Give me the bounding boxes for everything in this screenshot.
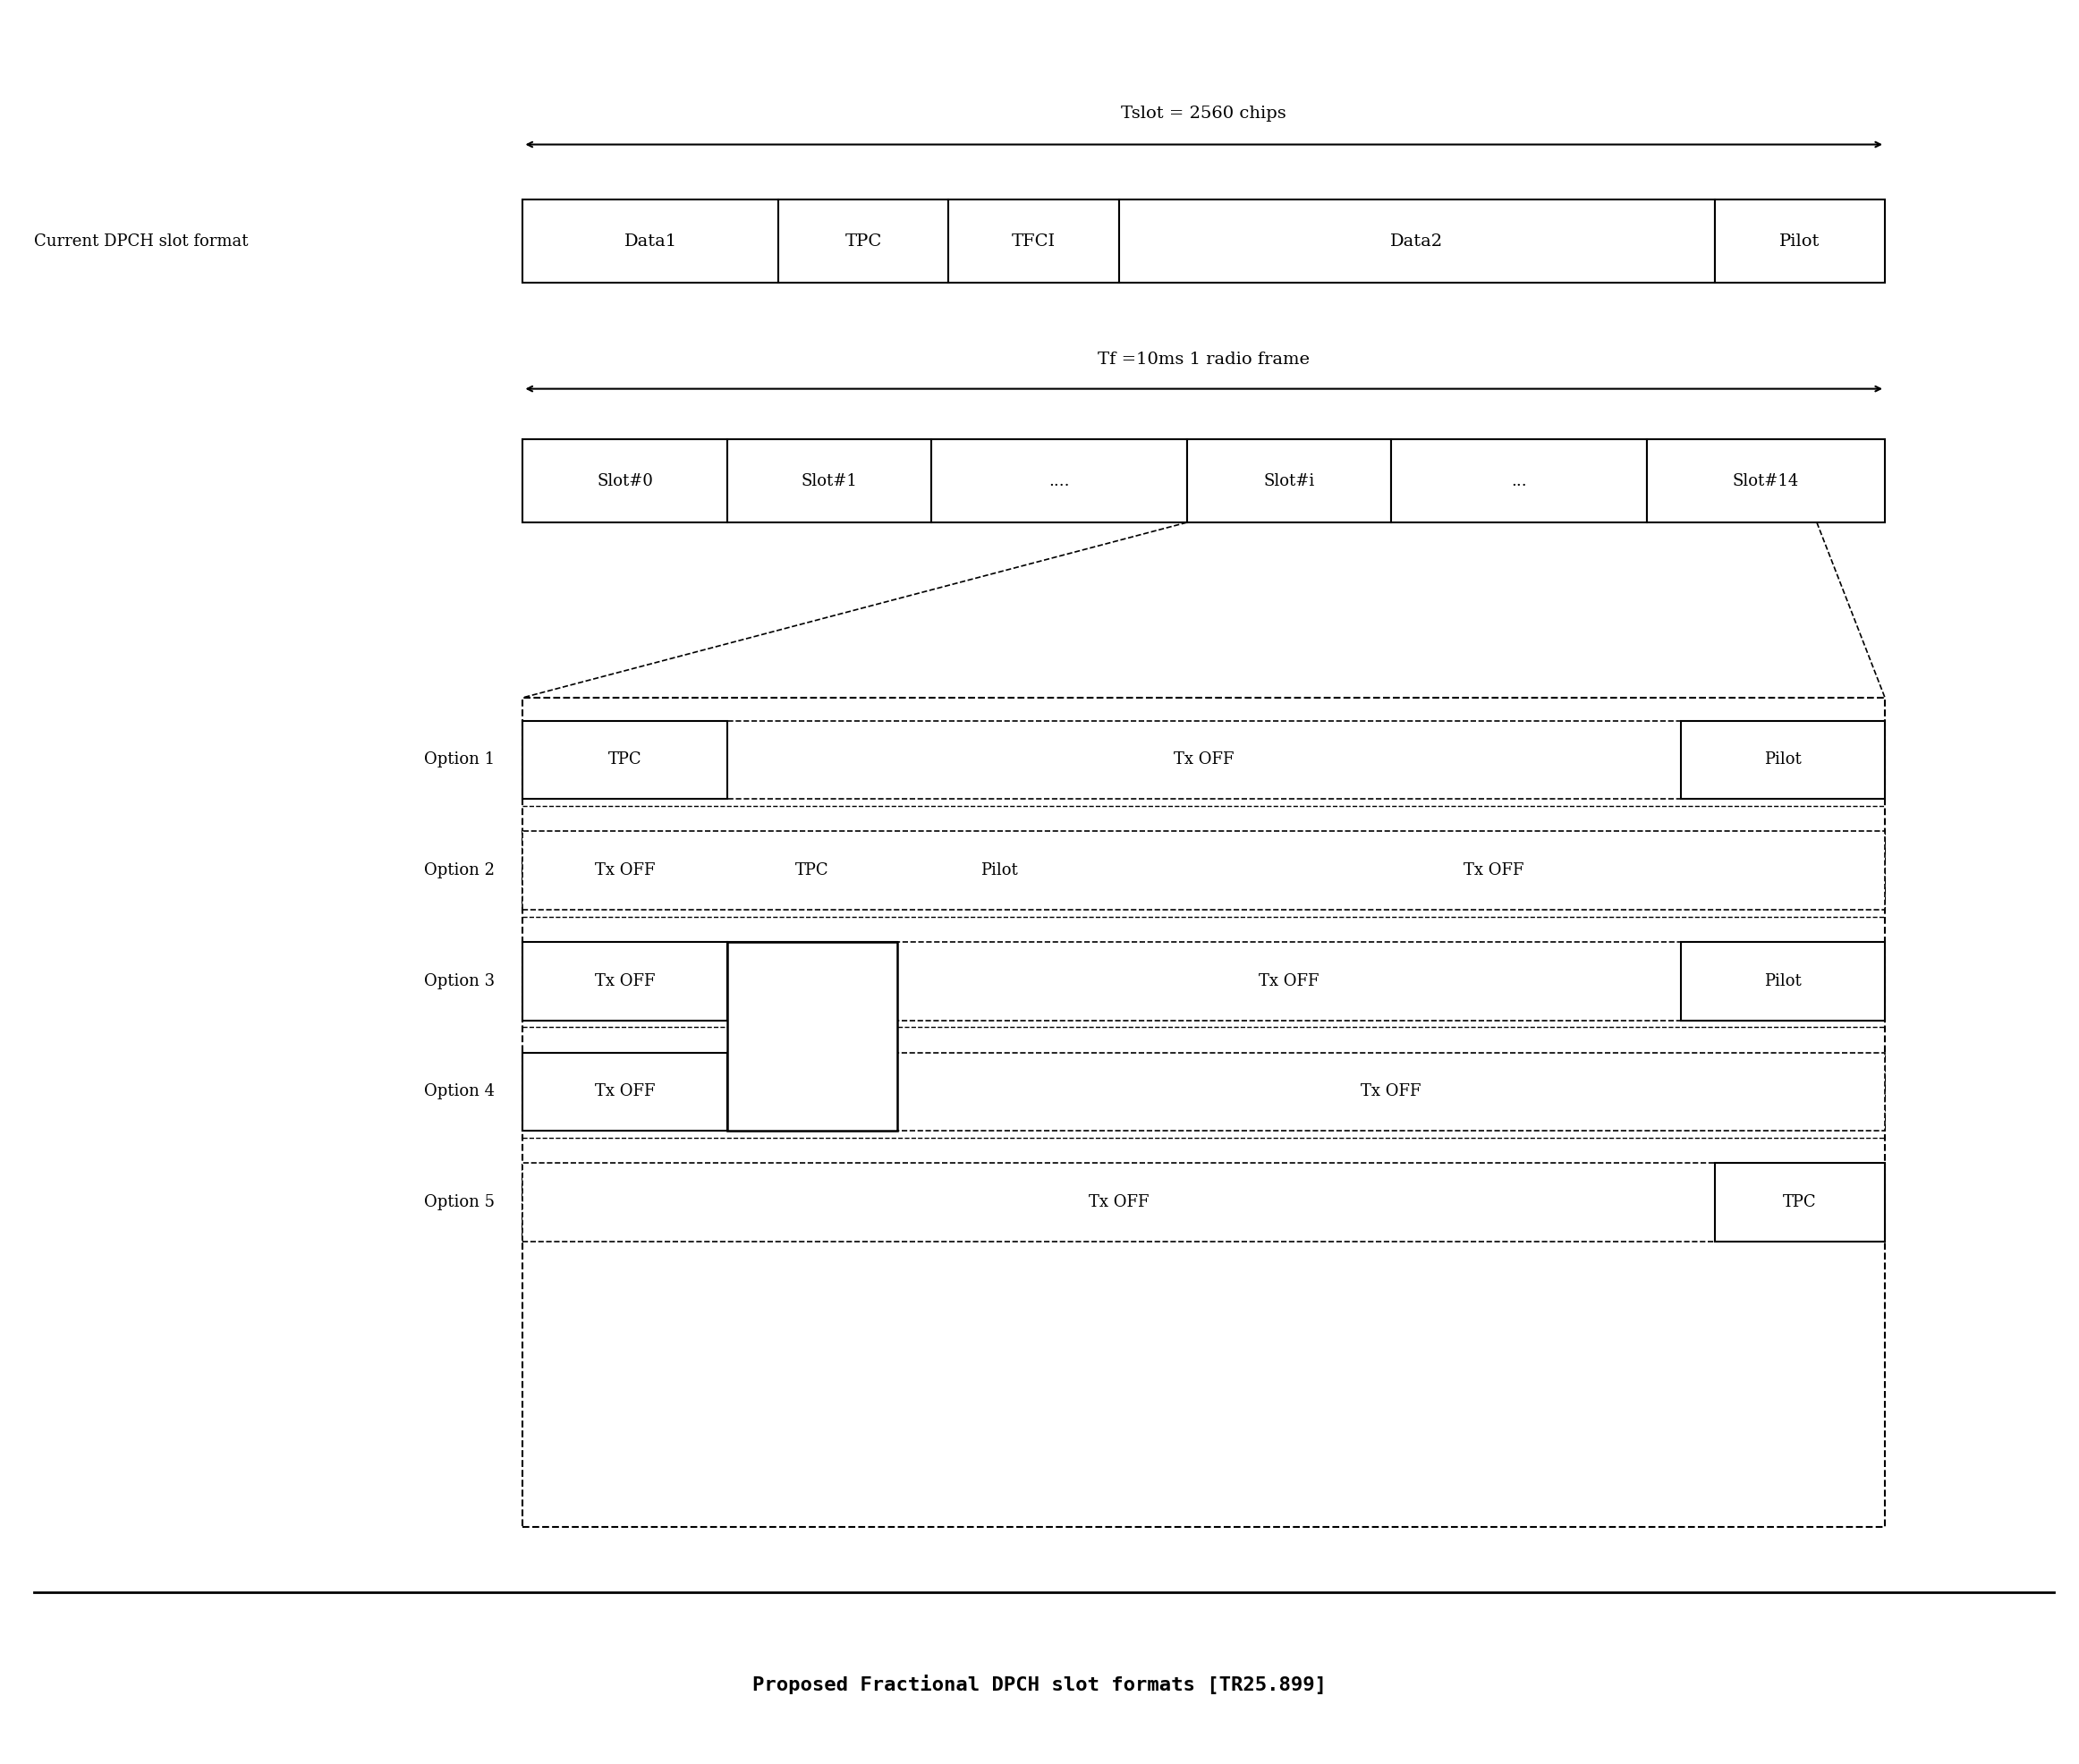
Text: TFCI: TFCI — [1012, 233, 1056, 249]
Text: Tf =10ms 1 radio frame: Tf =10ms 1 radio frame — [1098, 351, 1310, 367]
FancyBboxPatch shape — [1680, 721, 1886, 799]
FancyBboxPatch shape — [522, 439, 728, 522]
Text: TPC: TPC — [796, 1083, 830, 1099]
Text: Pilot: Pilot — [1765, 751, 1800, 767]
Text: Option 2: Option 2 — [424, 863, 495, 878]
FancyBboxPatch shape — [522, 721, 728, 799]
Text: TPC: TPC — [1784, 1194, 1817, 1210]
Text: Proposed Fractional DPCH slot formats [TR25.899]: Proposed Fractional DPCH slot formats [T… — [753, 1674, 1326, 1693]
FancyBboxPatch shape — [522, 697, 1886, 1528]
FancyBboxPatch shape — [1119, 199, 1715, 282]
Text: Pilot: Pilot — [981, 863, 1019, 878]
FancyBboxPatch shape — [522, 1162, 1886, 1242]
Text: Slot#1: Slot#1 — [800, 473, 857, 489]
FancyBboxPatch shape — [728, 439, 931, 522]
FancyBboxPatch shape — [948, 199, 1119, 282]
FancyBboxPatch shape — [522, 942, 1886, 1020]
FancyBboxPatch shape — [1647, 439, 1886, 522]
Text: Data1: Data1 — [624, 233, 678, 249]
Text: TPC: TPC — [796, 974, 830, 990]
Text: Slot#14: Slot#14 — [1732, 473, 1798, 489]
Text: ....: .... — [1048, 473, 1071, 489]
FancyBboxPatch shape — [522, 721, 1886, 799]
FancyBboxPatch shape — [1187, 439, 1391, 522]
Text: TPC: TPC — [609, 751, 642, 767]
Text: TPC: TPC — [844, 233, 881, 249]
FancyBboxPatch shape — [522, 942, 728, 1020]
FancyBboxPatch shape — [1715, 199, 1886, 282]
Text: ...: ... — [1511, 473, 1526, 489]
Text: Tx OFF: Tx OFF — [595, 974, 655, 990]
Text: Option 4: Option 4 — [424, 1083, 495, 1099]
FancyBboxPatch shape — [522, 199, 778, 282]
Text: Option 5: Option 5 — [424, 1194, 495, 1210]
FancyBboxPatch shape — [522, 1053, 1886, 1131]
FancyBboxPatch shape — [1680, 942, 1886, 1020]
Text: Option 1: Option 1 — [424, 751, 495, 767]
Text: Pilot: Pilot — [1780, 233, 1819, 249]
Text: Option 3: Option 3 — [424, 974, 495, 990]
FancyBboxPatch shape — [931, 439, 1187, 522]
Text: Tx OFF: Tx OFF — [595, 1083, 655, 1099]
Text: Current DPCH slot format: Current DPCH slot format — [35, 233, 249, 249]
Text: Slot#0: Slot#0 — [597, 473, 653, 489]
Text: Tx OFF: Tx OFF — [1089, 1194, 1150, 1210]
FancyBboxPatch shape — [522, 1053, 728, 1131]
FancyBboxPatch shape — [728, 942, 898, 1131]
FancyBboxPatch shape — [522, 831, 1886, 910]
Text: Data2: Data2 — [1391, 233, 1443, 249]
Text: TPC: TPC — [796, 863, 830, 878]
Text: Pilot: Pilot — [1765, 974, 1800, 990]
Text: Tslot = 2560 chips: Tslot = 2560 chips — [1121, 106, 1287, 122]
FancyBboxPatch shape — [1391, 439, 1647, 522]
FancyBboxPatch shape — [778, 199, 948, 282]
Text: Tx OFF: Tx OFF — [1362, 1083, 1422, 1099]
Text: Tx OFF: Tx OFF — [1175, 751, 1235, 767]
FancyBboxPatch shape — [728, 1053, 898, 1131]
Text: Tx OFF: Tx OFF — [1258, 974, 1320, 990]
FancyBboxPatch shape — [728, 942, 898, 1020]
FancyBboxPatch shape — [1715, 1162, 1886, 1242]
Text: Slot#i: Slot#i — [1264, 473, 1314, 489]
Text: Tx OFF: Tx OFF — [1464, 863, 1524, 878]
Text: Tx OFF: Tx OFF — [595, 863, 655, 878]
